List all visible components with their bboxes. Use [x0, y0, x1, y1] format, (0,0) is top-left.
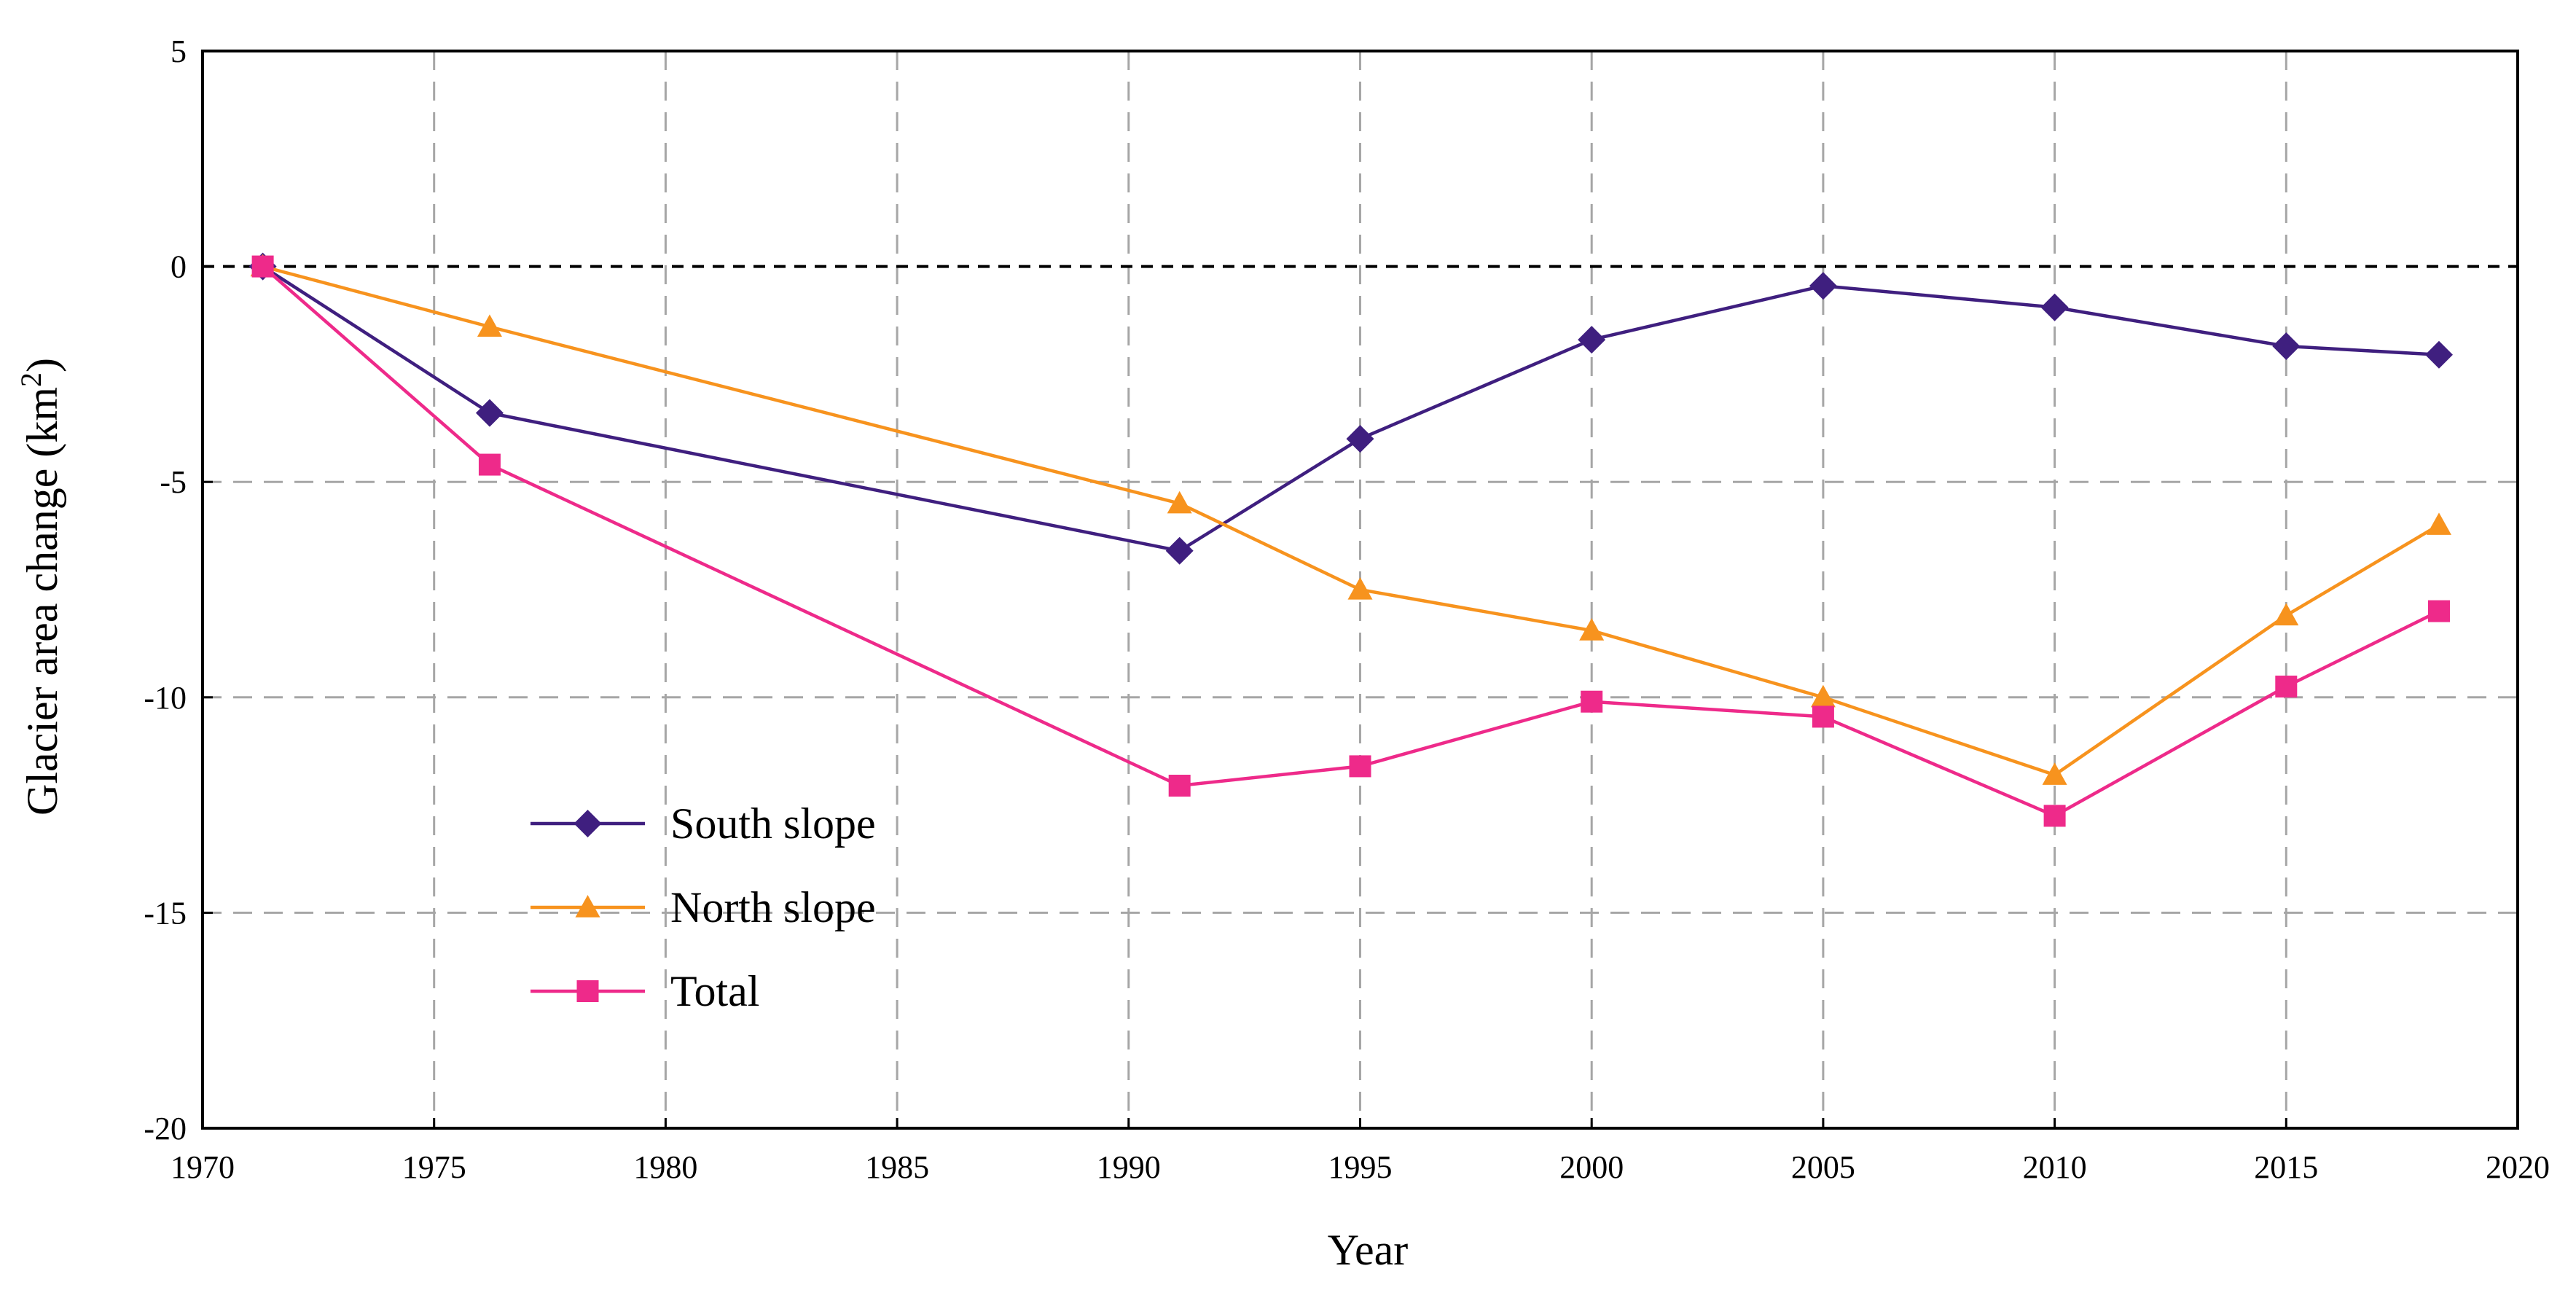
y-axis-title-main: Glacier area change (km — [18, 387, 66, 816]
legend-label-total: Total — [670, 967, 759, 1015]
data-point-south-slope — [2040, 293, 2069, 321]
data-point-total — [251, 255, 274, 278]
y-tick-label: -10 — [144, 680, 187, 716]
legend-label-north-slope: North slope — [670, 883, 876, 931]
y-axis-title: Glacier area change (km2) — [15, 358, 67, 816]
data-point-north-slope — [2426, 512, 2451, 535]
y-tick-label: -5 — [160, 464, 187, 500]
x-tick-label: 1970 — [171, 1149, 235, 1185]
data-point-south-slope — [1809, 272, 1837, 300]
data-point-total — [1349, 755, 1371, 778]
data-point-north-slope — [477, 314, 502, 337]
series-layer — [248, 252, 2453, 827]
data-point-total — [2043, 805, 2066, 827]
legend-marker-north-slope — [575, 895, 600, 918]
data-point-total — [1581, 690, 1603, 713]
data-point-north-slope — [1167, 490, 1192, 514]
data-point-north-slope — [1579, 618, 1605, 641]
data-point-south-slope — [2424, 340, 2453, 369]
labels-layer: Year Glacier area change (km2) — [15, 358, 1409, 1274]
data-point-north-slope — [2042, 762, 2067, 785]
x-tick-label: 1990 — [1097, 1149, 1161, 1185]
data-point-south-slope — [2272, 332, 2301, 360]
x-tick-label: 2020 — [2486, 1149, 2550, 1185]
series-line-north-slope — [262, 265, 2440, 777]
legend-marker-south-slope — [573, 810, 602, 837]
data-point-total — [1168, 774, 1191, 797]
data-point-total — [478, 453, 501, 476]
legend-item-total: Total — [531, 967, 759, 1015]
axes-layer: 1970 1975 1980 1985 1990 1995 2000 2005 2010 2015… — [144, 34, 2550, 1185]
series-north-slope — [250, 254, 2451, 785]
y-tick-label: -15 — [144, 895, 187, 931]
series-south-slope — [248, 252, 2453, 565]
x-tick-label: 1995 — [1328, 1149, 1393, 1185]
y-tick-label: 5 — [171, 34, 187, 69]
x-tick-label: 1985 — [865, 1149, 929, 1185]
legend-item-north-slope: North slope — [531, 883, 876, 931]
x-tick-label: 2015 — [2254, 1149, 2318, 1185]
y-tick-label: -20 — [144, 1111, 187, 1146]
data-point-south-slope — [1346, 425, 1374, 453]
data-point-north-slope — [1810, 684, 1836, 708]
x-tick-label: 1980 — [633, 1149, 697, 1185]
x-axis-title: Year — [1328, 1226, 1409, 1274]
x-tick-label: 2000 — [1559, 1149, 1624, 1185]
legend-label-south-slope: South slope — [670, 800, 876, 848]
x-tick-label: 2005 — [1791, 1149, 1855, 1185]
legend-marker-total — [576, 980, 599, 1002]
y-axis-title-superscript: 2 — [15, 372, 47, 387]
data-point-north-slope — [2274, 603, 2299, 626]
legend-item-south-slope: South slope — [531, 800, 876, 848]
data-point-south-slope — [475, 399, 504, 427]
data-point-south-slope — [1578, 326, 1606, 354]
data-point-total — [1812, 705, 1834, 728]
data-point-north-slope — [1347, 577, 1373, 600]
data-point-total — [2275, 676, 2298, 698]
x-tick-label: 2010 — [2023, 1149, 2087, 1185]
legend: South slope North slope Total — [531, 800, 876, 1015]
x-tick-label: 1975 — [402, 1149, 466, 1185]
series-line-south-slope — [262, 265, 2440, 553]
y-axis-title-suffix: ) — [18, 358, 66, 372]
data-point-total — [2427, 600, 2450, 622]
series-total — [251, 255, 2450, 827]
data-point-south-slope — [1165, 536, 1194, 565]
y-tick-label: 0 — [171, 249, 187, 285]
grid-layer — [203, 51, 2518, 1128]
